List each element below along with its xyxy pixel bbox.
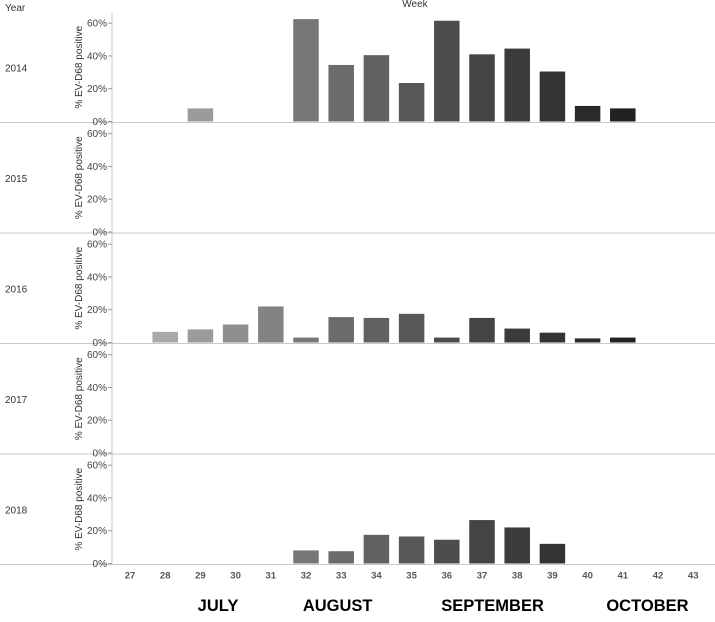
bar-2018-week-37 [469, 520, 495, 564]
bar-2018-week-35 [398, 536, 425, 564]
month-label: SEPTEMBER [441, 597, 544, 615]
y-tick-label: 40% [87, 51, 107, 62]
panel-2017: 2017 % EV-D68 positive 0% 20% 40% 60% [0, 343, 715, 460]
bar-2014-week-36 [434, 20, 460, 122]
year-label: 2017 [5, 395, 28, 406]
row-header: Year [5, 3, 26, 14]
x-tick-label: 35 [406, 571, 417, 582]
y-tick-label: 0% [93, 338, 108, 349]
y-tick-label: 60% [87, 19, 107, 30]
y-tick-label: 60% [87, 129, 107, 140]
bar-2014-week-40 [574, 105, 601, 122]
bar-2016-week-29 [187, 329, 214, 343]
x-tick-label: 43 [688, 571, 699, 582]
bar-2016-week-40 [574, 338, 601, 343]
bar-2016-week-32 [293, 337, 319, 343]
bar-2016-week-39 [539, 332, 566, 343]
month-label: AUGUST [303, 597, 373, 615]
x-axis: 27 28 29 30 31 32 33 34 35 36 37 38 39 40 41 42 43 [125, 571, 699, 582]
bar-2018-week-39 [539, 543, 566, 564]
bar-2016-week-41 [610, 337, 636, 343]
y-tick-label: 0% [93, 449, 108, 460]
y-tick-label: 20% [87, 195, 107, 206]
x-tick-label: 34 [371, 571, 382, 582]
year-label: 2018 [5, 505, 28, 516]
panel-2014: 2014 % EV-D68 positive 0% 20% 40% 60% [0, 12, 715, 128]
bar-2014-week-41 [610, 108, 636, 122]
bar-2018-week-34 [363, 534, 390, 564]
x-tick-label: 39 [547, 571, 558, 582]
x-tick-label: 40 [582, 571, 593, 582]
x-tick-label: 33 [336, 571, 347, 582]
x-tick-label: 29 [195, 571, 206, 582]
y-tick-label: 60% [87, 461, 107, 472]
y-tick-label: 20% [87, 526, 107, 537]
x-tick-label: 27 [125, 571, 136, 582]
bar-2014-week-35 [398, 82, 425, 122]
y-tick-label: 40% [87, 493, 107, 504]
x-tick-label: 32 [301, 571, 312, 582]
y-axis-title: % EV-D68 positive [74, 136, 85, 219]
panel-2015: 2015 % EV-D68 positive 0% 20% 40% 60% [0, 122, 715, 239]
bar-2014-week-37 [469, 54, 495, 122]
y-tick-label: 40% [87, 272, 107, 283]
y-tick-label: 60% [87, 350, 107, 361]
bar-2014-week-29 [187, 108, 214, 122]
x-tick-label: 42 [653, 571, 664, 582]
x-tick-label: 36 [442, 571, 453, 582]
bar-2016-week-38 [504, 328, 530, 343]
panels: 2014 % EV-D68 positive 0% 20% 40% 60% 2015 % EV… [0, 12, 715, 570]
year-label: 2015 [5, 174, 28, 185]
panel-2016: 2016 % EV-D68 positive 0% 20% 40% 60% [0, 233, 715, 349]
y-axis-title: % EV-D68 positive [74, 357, 85, 440]
x-tick-label: 28 [160, 571, 171, 582]
x-tick-label: 30 [230, 571, 241, 582]
bar-2018-week-33 [328, 551, 354, 564]
panel-2018: 2018 % EV-D68 positive 0% 20% 40% 60% [0, 454, 715, 570]
bar-2016-week-28 [152, 331, 178, 343]
y-tick-label: 20% [87, 305, 107, 316]
column-header: Week [402, 0, 428, 10]
bar-2016-week-34 [363, 317, 390, 343]
bar-2016-week-33 [328, 317, 354, 343]
bar-2014-week-34 [363, 55, 390, 122]
year-label: 2016 [5, 284, 28, 295]
bar-2016-week-36 [434, 337, 460, 343]
y-axis-title: % EV-D68 positive [74, 25, 85, 108]
bar-2016-week-37 [469, 317, 495, 343]
y-tick-label: 0% [93, 117, 108, 128]
month-label: JULY [198, 597, 239, 615]
bar-2014-week-32 [293, 19, 319, 122]
bar-2018-week-36 [434, 539, 460, 564]
y-tick-label: 0% [93, 228, 108, 239]
bar-2018-week-38 [504, 527, 530, 564]
y-tick-label: 20% [87, 416, 107, 427]
y-axis-title: % EV-D68 positive [74, 246, 85, 329]
bar-2014-week-38 [504, 48, 530, 122]
bar-2018-week-32 [293, 550, 319, 564]
x-tick-label: 31 [266, 571, 277, 582]
y-tick-label: 40% [87, 383, 107, 394]
bar-2014-week-39 [539, 71, 566, 122]
y-tick-label: 60% [87, 240, 107, 251]
month-label: OCTOBER [606, 597, 688, 615]
bar-2016-week-31 [258, 306, 284, 343]
y-axis-title: % EV-D68 positive [74, 467, 85, 550]
bar-2016-week-30 [222, 324, 249, 343]
bar-2016-week-35 [398, 313, 425, 343]
x-tick-label: 38 [512, 571, 523, 582]
y-tick-label: 20% [87, 84, 107, 95]
month-labels: JULY AUGUST SEPTEMBER OCTOBER [198, 597, 689, 615]
x-tick-label: 37 [477, 571, 488, 582]
bar-2014-week-33 [328, 64, 354, 122]
year-label: 2014 [5, 63, 28, 74]
y-tick-label: 40% [87, 162, 107, 173]
y-tick-label: 0% [93, 559, 108, 570]
x-tick-label: 41 [618, 571, 629, 582]
